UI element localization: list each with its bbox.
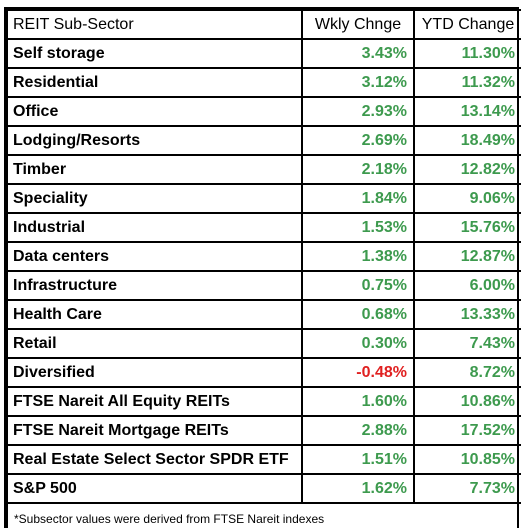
weekly-change-cell: 1.38% (301, 241, 415, 272)
ytd-change-cell: 7.43% (413, 328, 521, 359)
ytd-change-cell: 12.87% (413, 241, 521, 272)
footnote: *Subsector values were derived from FTSE… (6, 502, 521, 528)
weekly-change-cell: 0.75% (301, 270, 415, 301)
sector-name-cell: Timber (6, 154, 303, 185)
sector-name-cell: Real Estate Select Sector SPDR ETF (6, 444, 303, 475)
table-row: Timber 2.18% 12.82% (6, 154, 521, 185)
weekly-change-cell: 2.88% (301, 415, 415, 446)
weekly-change-cell: 1.84% (301, 183, 415, 214)
ytd-change-cell: 15.76% (413, 212, 521, 243)
ytd-change-cell: 13.14% (413, 96, 521, 127)
ytd-change-cell: 10.86% (413, 386, 521, 417)
table-row: S&P 500 1.62% 7.73% (6, 473, 521, 504)
weekly-change-cell: 0.68% (301, 299, 415, 330)
table-row: Industrial 1.53% 15.76% (6, 212, 521, 243)
table-row: Health Care 0.68% 13.33% (6, 299, 521, 330)
header-sector: REIT Sub-Sector (6, 9, 303, 40)
ytd-change-cell: 6.00% (413, 270, 521, 301)
weekly-change-cell: 1.62% (301, 473, 415, 504)
table-row: Diversified -0.48% 8.72% (6, 357, 521, 388)
table-row: Retail 0.30% 7.43% (6, 328, 521, 359)
header-ytd-change: YTD Change (413, 9, 521, 40)
weekly-change-cell: 2.18% (301, 154, 415, 185)
table-row: Data centers 1.38% 12.87% (6, 241, 521, 272)
weekly-change-cell: 1.51% (301, 444, 415, 475)
weekly-change-cell: 3.43% (301, 38, 415, 69)
ytd-change-cell: 9.06% (413, 183, 521, 214)
weekly-change-cell: -0.48% (301, 357, 415, 388)
reit-table-container: REIT Sub-Sector Wkly Chnge YTD Change Se… (4, 7, 521, 528)
sector-name-cell: Infrastructure (6, 270, 303, 301)
weekly-change-cell: 2.93% (301, 96, 415, 127)
table-row: Self storage 3.43% 11.30% (6, 38, 521, 69)
table-header-row: REIT Sub-Sector Wkly Chnge YTD Change (6, 9, 521, 40)
sector-name-cell: Data centers (6, 241, 303, 272)
ytd-change-cell: 13.33% (413, 299, 521, 330)
table-row: FTSE Nareit All Equity REITs 1.60% 10.86% (6, 386, 521, 417)
sector-name-cell: FTSE Nareit Mortgage REITs (6, 415, 303, 446)
table-row: Speciality 1.84% 9.06% (6, 183, 521, 214)
sector-name-cell: FTSE Nareit All Equity REITs (6, 386, 303, 417)
footnote-row: *Subsector values were derived from FTSE… (6, 502, 521, 528)
weekly-change-cell: 0.30% (301, 328, 415, 359)
ytd-change-cell: 18.49% (413, 125, 521, 156)
sector-name-cell: Speciality (6, 183, 303, 214)
ytd-change-cell: 11.32% (413, 67, 521, 98)
sector-name-cell: Retail (6, 328, 303, 359)
sector-name-cell: Office (6, 96, 303, 127)
table-row: Office 2.93% 13.14% (6, 96, 521, 127)
table-row: Residential 3.12% 11.32% (6, 67, 521, 98)
sector-name-cell: Self storage (6, 38, 303, 69)
table-row: FTSE Nareit Mortgage REITs 2.88% 17.52% (6, 415, 521, 446)
sector-name-cell: Diversified (6, 357, 303, 388)
table-row: Lodging/Resorts 2.69% 18.49% (6, 125, 521, 156)
weekly-change-cell: 2.69% (301, 125, 415, 156)
ytd-change-cell: 11.30% (413, 38, 521, 69)
weekly-change-cell: 1.53% (301, 212, 415, 243)
reit-performance-table: REIT Sub-Sector Wkly Chnge YTD Change Se… (6, 9, 521, 528)
table-row: Real Estate Select Sector SPDR ETF 1.51% 1… (6, 444, 521, 475)
sector-name-cell: S&P 500 (6, 473, 303, 504)
table-body: Self storage 3.43% 11.30% Residential 3.12% 1… (6, 38, 521, 504)
table-row: Infrastructure 0.75% 6.00% (6, 270, 521, 301)
ytd-change-cell: 17.52% (413, 415, 521, 446)
ytd-change-cell: 7.73% (413, 473, 521, 504)
ytd-change-cell: 12.82% (413, 154, 521, 185)
sector-name-cell: Lodging/Resorts (6, 125, 303, 156)
sector-name-cell: Health Care (6, 299, 303, 330)
sector-name-cell: Industrial (6, 212, 303, 243)
ytd-change-cell: 8.72% (413, 357, 521, 388)
sector-name-cell: Residential (6, 67, 303, 98)
weekly-change-cell: 3.12% (301, 67, 415, 98)
ytd-change-cell: 10.85% (413, 444, 521, 475)
weekly-change-cell: 1.60% (301, 386, 415, 417)
header-weekly-change: Wkly Chnge (301, 9, 415, 40)
